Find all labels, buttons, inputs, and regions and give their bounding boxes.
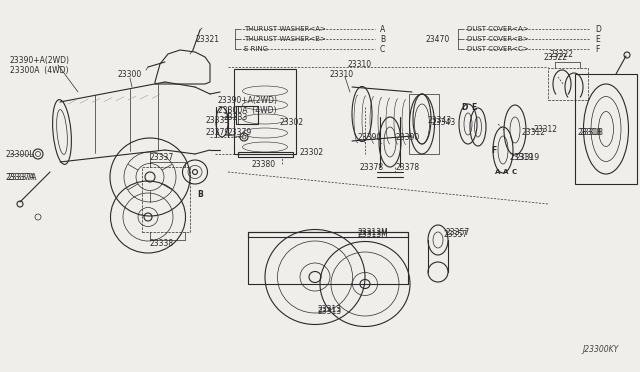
Text: D: D [461, 103, 467, 112]
Bar [236, 106, 258, 124]
Text: F: F [595, 45, 600, 54]
Text: 23322: 23322 [543, 52, 567, 61]
Text: 23310: 23310 [330, 70, 354, 78]
Bar [234, 69, 296, 154]
Text: C: C [380, 45, 385, 54]
Text: THURUST WASHER<A>: THURUST WASHER<A> [244, 26, 326, 32]
Text: 23390: 23390 [358, 132, 382, 141]
Text: A: A [495, 169, 500, 175]
Text: E RING: E RING [244, 46, 268, 52]
Text: E: E [595, 35, 600, 44]
Text: 23312: 23312 [522, 128, 546, 137]
Text: 23337A: 23337A [8, 173, 38, 182]
Bar [575, 74, 637, 184]
Bar [238, 152, 293, 157]
Text: 23319: 23319 [515, 153, 539, 161]
Text: 23333: 23333 [224, 112, 248, 122]
Text: 23337: 23337 [150, 153, 174, 161]
Text: 23390+A(2WD): 23390+A(2WD) [10, 55, 70, 64]
Text: 23380: 23380 [252, 160, 276, 169]
Text: 23338: 23338 [150, 240, 174, 248]
Bar [248, 232, 408, 284]
Text: 23378: 23378 [360, 163, 384, 171]
Text: 23390+A(2WD): 23390+A(2WD) [218, 96, 278, 105]
Text: 23318: 23318 [580, 128, 604, 137]
Text: 23357: 23357 [445, 228, 469, 237]
Text: F: F [492, 145, 497, 154]
Text: A: A [503, 169, 509, 175]
Bar [248, 232, 408, 237]
Text: 23313: 23313 [318, 308, 342, 317]
Text: E: E [472, 103, 477, 112]
Text: A: A [380, 25, 385, 33]
Text: 23322: 23322 [550, 49, 574, 58]
Text: 23312: 23312 [534, 125, 558, 134]
Text: 23379: 23379 [228, 128, 252, 137]
Text: 23337A: 23337A [5, 173, 35, 182]
Bar [409, 94, 439, 154]
Text: 23313: 23313 [318, 305, 342, 314]
Text: 23357: 23357 [444, 230, 468, 238]
Text: 23378: 23378 [395, 163, 419, 171]
Text: B: B [380, 35, 385, 44]
Text: 23313M: 23313M [358, 230, 388, 238]
Text: 23300A  (4WD): 23300A (4WD) [218, 106, 276, 115]
Text: THURUST WASHER<B>: THURUST WASHER<B> [244, 36, 326, 42]
Text: 23300: 23300 [118, 70, 142, 78]
Text: D: D [595, 25, 601, 33]
Text: 23310: 23310 [348, 60, 372, 68]
Text: B: B [197, 189, 203, 199]
Text: 23300A  (4WD): 23300A (4WD) [10, 65, 68, 74]
Text: 23379: 23379 [206, 128, 230, 137]
Text: C: C [511, 169, 516, 175]
Bar [142, 167, 190, 232]
Text: 23302: 23302 [280, 118, 304, 126]
Text: DUST COVER<C>: DUST COVER<C> [467, 46, 529, 52]
Bar [548, 68, 588, 100]
Text: 23470: 23470 [426, 35, 451, 44]
Text: 23343: 23343 [428, 115, 452, 125]
Text: 23390: 23390 [395, 132, 419, 141]
Text: J23300KY: J23300KY [582, 346, 618, 355]
Text: 23321: 23321 [195, 35, 219, 44]
Bar [248, 232, 408, 284]
Text: DUST COVER<B>: DUST COVER<B> [467, 36, 529, 42]
Text: 23318: 23318 [578, 128, 602, 137]
Text: DUST COVER<A>: DUST COVER<A> [467, 26, 529, 32]
Text: 23343: 23343 [432, 118, 456, 126]
Text: 23302: 23302 [300, 148, 324, 157]
Text: 23333: 23333 [205, 115, 229, 125]
Text: 23319: 23319 [510, 153, 534, 161]
Text: 23313M: 23313M [358, 228, 388, 237]
Text: 23300L: 23300L [5, 150, 33, 158]
